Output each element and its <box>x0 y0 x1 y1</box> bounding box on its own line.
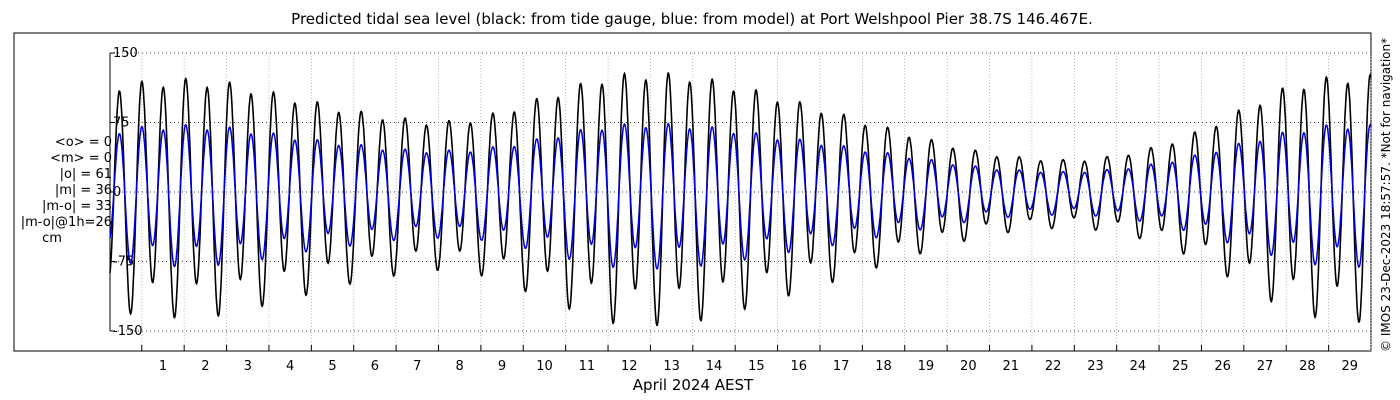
x-tick-label: 6 <box>371 359 379 374</box>
series-layer <box>109 71 1372 327</box>
copyright-credit: © IMOS 23-Dec-2023 18:57:57. *Not for na… <box>1379 38 1393 352</box>
x-axis: 1 2 3 4 5 6 7 8 9 10 11 12 13 14 15 16 17 18 19 20 21 22 23 24 2… <box>141 345 1359 374</box>
statistics-panel: <o> = 0 <m> = 0 |o| = 61 |m| = 36 |m-o| … <box>14 135 112 247</box>
y-tick-label: -150 <box>113 324 143 339</box>
stat-abs-difference-1h: |m-o|@1h=26 <box>20 215 112 230</box>
x-tick-label: 12 <box>621 359 638 374</box>
x-tick-label: 26 <box>1214 359 1231 374</box>
x-axis-label: April 2024 AEST <box>633 376 754 394</box>
x-tick-label: 24 <box>1130 359 1147 374</box>
x-tick-label: 14 <box>706 359 723 374</box>
x-tick-label: 28 <box>1299 359 1316 374</box>
stat-abs-model: |m| = 36 <box>54 183 112 198</box>
stat-abs-observed: |o| = 61 <box>59 167 112 182</box>
y-tick-label: 150 <box>113 46 138 61</box>
x-tick-label: 16 <box>791 359 808 374</box>
x-tick-label: 17 <box>833 359 850 374</box>
stat-mean-model: <m> = 0 <box>50 151 112 166</box>
x-tick-label: 4 <box>286 359 294 374</box>
x-tick-label: 23 <box>1087 359 1104 374</box>
stat-mean-observed: <o> = 0 <box>54 135 112 150</box>
stat-unit: cm <box>42 231 62 246</box>
x-tick-label: 22 <box>1045 359 1062 374</box>
x-tick-label: 10 <box>536 359 553 374</box>
x-tick-label: 3 <box>244 359 252 374</box>
x-tick-label: 11 <box>579 359 596 374</box>
y-tick-label: 0 <box>113 185 121 200</box>
x-tick-label: 21 <box>1002 359 1019 374</box>
x-tick-label: 7 <box>413 359 421 374</box>
x-tick-label: 25 <box>1172 359 1189 374</box>
series-line-0 <box>109 71 1372 327</box>
chart-title: Predicted tidal sea level (black: from t… <box>291 10 1093 28</box>
x-tick-label: 20 <box>960 359 977 374</box>
x-tick-label: 5 <box>328 359 336 374</box>
x-tick-label: 29 <box>1342 359 1359 374</box>
x-tick-label: 27 <box>1257 359 1274 374</box>
x-tick-label: 8 <box>456 359 464 374</box>
x-tick-label: 15 <box>748 359 765 374</box>
x-tick-label: 13 <box>663 359 680 374</box>
x-tick-label: 2 <box>201 359 209 374</box>
stat-abs-difference: |m-o| = 33 <box>41 199 112 214</box>
series-line-1 <box>109 122 1372 270</box>
x-tick-label: 19 <box>918 359 935 374</box>
x-tick-label: 1 <box>159 359 167 374</box>
x-tick-label: 9 <box>498 359 506 374</box>
x-tick-label: 18 <box>875 359 892 374</box>
